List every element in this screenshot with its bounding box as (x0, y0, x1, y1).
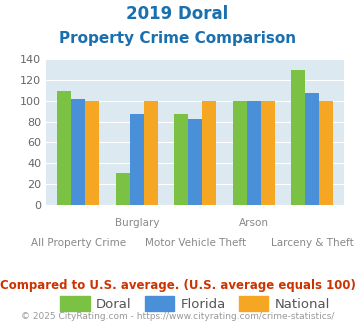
Bar (291, 70, 305, 205)
Bar (319, 101, 333, 205)
Text: Burglary: Burglary (115, 218, 159, 228)
Text: Arson: Arson (239, 218, 269, 228)
Text: Larceny & Theft: Larceny & Theft (271, 238, 354, 248)
Bar (188, 118, 202, 205)
Text: 2019 Doral: 2019 Doral (126, 5, 229, 23)
Text: Property Crime Comparison: Property Crime Comparison (59, 31, 296, 46)
Bar (174, 115, 188, 205)
Bar (233, 101, 247, 205)
Bar (202, 101, 216, 205)
Text: All Property Crime: All Property Crime (31, 238, 126, 248)
Bar (261, 101, 275, 205)
Text: Motor Vehicle Theft: Motor Vehicle Theft (145, 238, 246, 248)
Bar (85, 101, 99, 205)
Text: Compared to U.S. average. (U.S. average equals 100): Compared to U.S. average. (U.S. average … (0, 279, 355, 292)
Bar (116, 174, 130, 205)
Text: © 2025 CityRating.com - https://www.cityrating.com/crime-statistics/: © 2025 CityRating.com - https://www.city… (21, 312, 334, 321)
Bar (130, 115, 144, 205)
Bar (247, 101, 261, 205)
Bar (144, 101, 158, 205)
Bar (305, 93, 319, 205)
Legend: Doral, Florida, National: Doral, Florida, National (55, 291, 335, 316)
Bar (57, 90, 71, 205)
Bar (71, 99, 85, 205)
